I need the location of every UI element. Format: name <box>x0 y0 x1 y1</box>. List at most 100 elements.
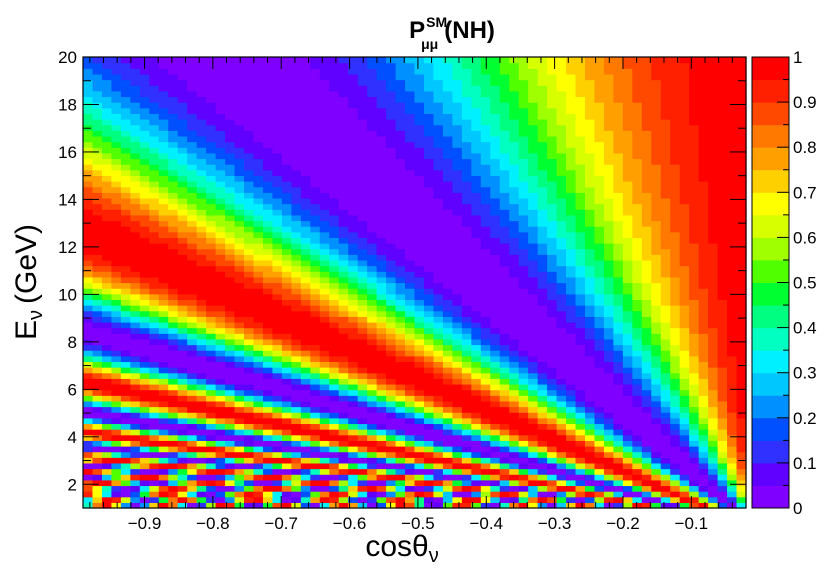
heatmap-cell <box>310 164 321 171</box>
heatmap-cell <box>584 130 596 137</box>
heatmap-cell <box>319 412 330 419</box>
heatmap-cell <box>300 164 311 171</box>
heatmap-cell <box>727 327 738 334</box>
heatmap-cell <box>490 316 501 323</box>
heatmap-cell <box>206 203 217 210</box>
heatmap-cell <box>698 305 709 312</box>
heatmap-cell <box>92 288 103 295</box>
heatmap-cell <box>244 502 255 509</box>
heatmap-cell <box>395 321 406 329</box>
heatmap-cell <box>480 310 491 317</box>
heatmap-cell <box>348 350 359 357</box>
heatmap-cell <box>641 367 652 374</box>
heatmap-cell <box>575 440 586 447</box>
heatmap-cell <box>272 468 283 475</box>
heatmap-cell <box>584 395 596 402</box>
heatmap-cell <box>262 406 274 413</box>
heatmap-cell <box>225 243 236 250</box>
heatmap-cell <box>423 350 435 357</box>
heatmap-cell <box>471 462 482 470</box>
heatmap-cell <box>528 231 539 238</box>
heatmap-cell <box>168 383 179 391</box>
heatmap-cell <box>717 276 728 284</box>
heatmap-cell <box>433 338 444 346</box>
heatmap-cell <box>461 496 472 503</box>
heatmap-cell <box>310 181 321 188</box>
heatmap-cell <box>641 485 652 492</box>
heatmap-cell <box>528 192 539 199</box>
heatmap-cell <box>111 276 122 284</box>
heatmap-cell <box>480 338 491 346</box>
heatmap-cell <box>101 141 113 148</box>
heatmap-cell <box>461 333 472 340</box>
heatmap-cell <box>395 130 406 137</box>
heatmap-cell <box>395 355 406 363</box>
heatmap-cell <box>386 186 397 193</box>
heatmap-cell <box>423 214 435 222</box>
heatmap-cell <box>528 479 539 487</box>
heatmap-cell <box>329 276 340 284</box>
heatmap-cell <box>262 113 274 120</box>
heatmap-cell <box>622 158 633 165</box>
heatmap-cell <box>556 226 567 233</box>
heatmap-cell <box>442 276 453 284</box>
heatmap-cell <box>206 406 217 413</box>
heatmap-cell <box>405 445 416 453</box>
heatmap-cell <box>603 276 614 284</box>
heatmap-cell <box>698 429 709 436</box>
heatmap-cell <box>300 214 311 222</box>
heatmap-cell <box>300 361 311 368</box>
heatmap-cell <box>660 299 671 306</box>
heatmap-cell <box>471 119 482 126</box>
heatmap-cell <box>547 372 558 379</box>
heatmap-cell <box>348 175 359 182</box>
heatmap-cell <box>215 158 226 165</box>
heatmap-cell <box>423 496 435 503</box>
heatmap-cell <box>509 130 520 137</box>
heatmap-cell <box>111 333 122 340</box>
heatmap-cell <box>471 451 482 458</box>
heatmap-cell <box>423 474 435 481</box>
heatmap-cell <box>348 417 359 425</box>
heatmap-cell <box>736 276 747 284</box>
heatmap-cell <box>509 209 520 216</box>
heatmap-cell <box>83 186 94 193</box>
heatmap-cell <box>291 451 302 458</box>
heatmap-cell <box>547 355 558 363</box>
heatmap-cell <box>518 141 529 148</box>
heatmap-cell <box>423 293 435 301</box>
heatmap-cell <box>518 361 529 368</box>
heatmap-cell <box>149 107 160 114</box>
heatmap-cell <box>168 231 179 238</box>
heatmap-cell <box>547 181 558 188</box>
heatmap-cell <box>660 310 671 317</box>
heatmap-cell <box>357 265 368 272</box>
heatmap-cell <box>319 383 330 391</box>
heatmap-cell <box>698 367 709 374</box>
heatmap-cell <box>613 282 624 289</box>
heatmap-cell <box>376 254 387 261</box>
heatmap-cell <box>433 491 444 498</box>
heatmap-cell <box>367 141 378 148</box>
heatmap-cell <box>111 288 122 295</box>
heatmap-cell <box>423 423 435 430</box>
heatmap-cell <box>395 412 406 419</box>
heatmap-cell <box>253 451 264 458</box>
heatmap-cell <box>689 113 700 120</box>
heatmap-cell <box>461 321 472 329</box>
heatmap-cell <box>92 485 103 492</box>
heatmap-cell <box>187 321 198 329</box>
heatmap-cell <box>196 479 207 487</box>
heatmap-cell <box>187 361 198 368</box>
heatmap-cell <box>689 417 700 425</box>
heatmap-cell <box>547 265 558 272</box>
heatmap-cell <box>518 350 529 357</box>
heatmap-cell <box>641 350 652 357</box>
heatmap-cell <box>433 305 444 312</box>
heatmap-cell <box>613 333 624 340</box>
heatmap-cell <box>225 124 236 131</box>
heatmap-cell <box>139 130 150 137</box>
heatmap-cell <box>168 305 179 312</box>
heatmap-cell <box>452 395 463 402</box>
heatmap-cell <box>244 186 255 193</box>
